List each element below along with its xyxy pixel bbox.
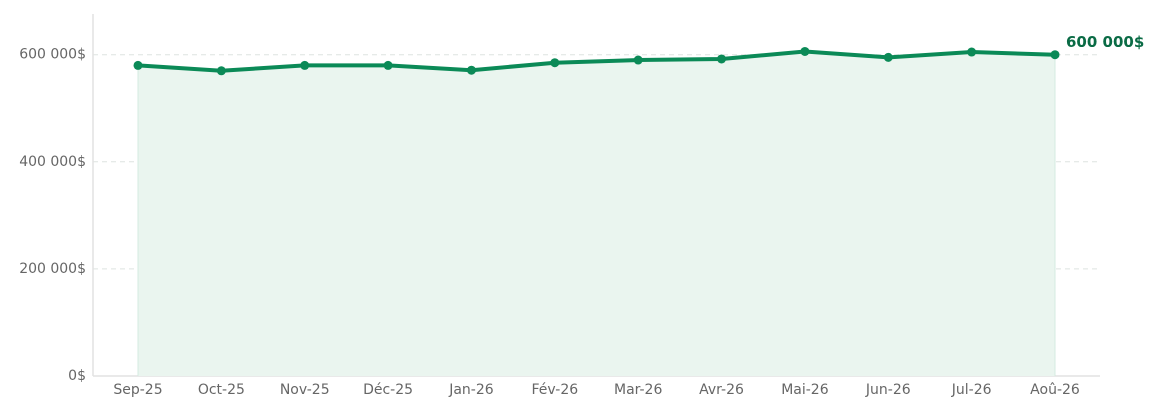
- point: [1050, 50, 1060, 60]
- point: [633, 55, 643, 65]
- line: [137, 49, 1056, 73]
- point: [883, 52, 893, 62]
- x-tick-label: Déc-25: [363, 382, 413, 398]
- y-tick-label: 600 000$: [19, 47, 86, 63]
- value-label: 600 000$: [1066, 33, 1144, 51]
- point: [300, 60, 310, 70]
- x-tick-label: Mai-26: [781, 382, 829, 398]
- point: [466, 65, 476, 75]
- y-tick-label: 200 000$: [19, 261, 86, 277]
- x-tick-label: Jun-26: [865, 382, 911, 398]
- x-tick-label: Fév-26: [531, 382, 578, 398]
- x-tick-label: Sep-25: [113, 382, 162, 398]
- y-tick-label: 400 000$: [19, 154, 86, 170]
- point: [550, 58, 560, 68]
- point: [133, 60, 143, 70]
- point: [383, 60, 393, 70]
- x-tick-label: Nov-25: [280, 382, 330, 398]
- point: [717, 54, 727, 64]
- point: [967, 47, 977, 57]
- x-tick-label: Aoû-26: [1030, 382, 1080, 398]
- x-tick-label: Oct-25: [198, 382, 245, 398]
- y-tick-label: 0$: [68, 368, 86, 384]
- x-tick-label: Jan-26: [448, 382, 494, 398]
- area: [138, 51, 1055, 377]
- x-tick-label: Jul-26: [951, 382, 992, 398]
- point: [800, 46, 810, 56]
- x-tick-label: Avr-26: [699, 382, 744, 398]
- x-tick-label: Mar-26: [614, 382, 662, 398]
- point: [216, 66, 226, 76]
